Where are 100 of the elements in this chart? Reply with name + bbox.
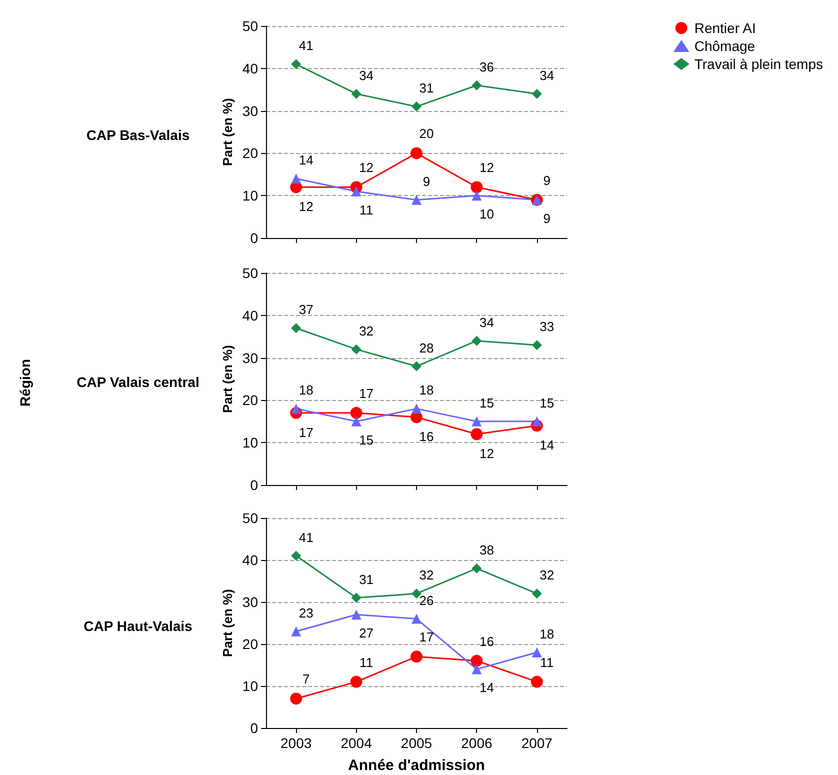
- y-axis-title: Part (en %): [220, 98, 235, 166]
- data-label: 11: [360, 654, 374, 670]
- point: [472, 80, 482, 90]
- point: [291, 404, 302, 414]
- point: [472, 563, 482, 574]
- point: [412, 194, 422, 205]
- data-label: 36: [479, 59, 494, 74]
- point: [291, 59, 302, 70]
- x-tick-label: 2005: [400, 735, 432, 751]
- data-label: 16: [419, 429, 434, 444]
- y-tick-label: 20: [242, 636, 258, 652]
- point: [351, 88, 362, 99]
- point: [412, 614, 422, 624]
- y-tick-label: 40: [242, 552, 258, 568]
- point: [410, 147, 422, 160]
- point: [350, 406, 362, 419]
- point: [472, 664, 482, 674]
- y-tick-label: 10: [242, 434, 258, 451]
- point: [350, 676, 362, 688]
- y-tick-label: 20: [242, 145, 258, 162]
- data-label: 10: [479, 206, 494, 222]
- y-tick-label: 0: [250, 720, 258, 736]
- data-label: 9: [543, 210, 551, 226]
- data-label: 34: [359, 68, 374, 83]
- legend-label: Rentier AI: [694, 20, 756, 36]
- y-tick-label: 40: [242, 60, 258, 76]
- point: [530, 676, 543, 688]
- x-tick-label: 2006: [461, 735, 492, 751]
- text: Région: [17, 358, 33, 406]
- data-label: 11: [360, 202, 374, 218]
- point: [532, 647, 542, 658]
- point: [532, 88, 542, 99]
- text: CAP Haut-Valais: [84, 618, 193, 634]
- data-label: 41: [298, 530, 314, 545]
- point: [351, 610, 362, 620]
- data-label: 17: [359, 386, 374, 401]
- data-label: 32: [419, 568, 434, 583]
- x-axis-title: Année d'admission: [348, 757, 485, 774]
- point: [291, 550, 302, 561]
- data-label: 15: [359, 432, 374, 448]
- data-label: 32: [359, 323, 374, 338]
- x-tick-label: 2004: [340, 735, 372, 751]
- point: [412, 102, 422, 112]
- legend-label: Chômage: [694, 38, 756, 54]
- point: [472, 336, 482, 346]
- y-tick-label: 10: [242, 678, 258, 694]
- x-tick-label: 2003: [280, 735, 312, 751]
- y-tick-label: 40: [242, 307, 258, 324]
- data-label: 27: [359, 626, 374, 641]
- data-label: 33: [540, 319, 554, 334]
- y-tick-label: 30: [242, 594, 258, 610]
- data-label: 11: [540, 654, 554, 670]
- point: [412, 361, 422, 372]
- y-tick-label: 0: [250, 477, 258, 493]
- data-label: 12: [298, 199, 314, 214]
- data-label: 31: [419, 80, 434, 96]
- y-tick-label: 50: [242, 265, 258, 281]
- data-label: 23: [298, 605, 314, 620]
- point: [412, 588, 422, 599]
- data-label: 41: [298, 38, 314, 54]
- point: [351, 344, 362, 354]
- point: [470, 428, 483, 440]
- point: [291, 174, 302, 184]
- point: [291, 626, 302, 636]
- point: [351, 416, 362, 426]
- data-label: 26: [419, 592, 434, 608]
- data-label: 9: [422, 174, 430, 189]
- data-label: 34: [540, 68, 554, 83]
- point: [291, 323, 302, 334]
- data-label: 38: [479, 542, 494, 558]
- data-label: 37: [298, 302, 314, 318]
- data-label: 15: [479, 395, 494, 410]
- data-label: 14: [479, 680, 494, 696]
- data-label: 17: [298, 424, 314, 440]
- point: [290, 692, 302, 705]
- point: [351, 186, 362, 196]
- data-label: 7: [302, 672, 310, 687]
- y-axis-title: Part (en %): [220, 345, 235, 413]
- data-label: 28: [419, 340, 434, 356]
- point: [470, 181, 483, 194]
- point: [470, 654, 483, 667]
- data-label: 9: [543, 172, 551, 188]
- x-tick-label: 2007: [521, 735, 553, 751]
- data-label: 16: [479, 634, 494, 649]
- data-label: 20: [419, 126, 434, 142]
- data-label: 31: [359, 572, 374, 587]
- text: CAP Bas-Valais: [86, 127, 190, 143]
- point: [472, 416, 482, 426]
- y-tick-label: 20: [242, 392, 258, 408]
- point: [532, 340, 542, 350]
- y-tick-label: 10: [242, 188, 258, 204]
- data-label: 18: [540, 626, 554, 642]
- point: [351, 592, 362, 603]
- data-label: 18: [298, 382, 314, 398]
- y-tick-label: 30: [242, 350, 258, 366]
- point: [412, 404, 422, 414]
- data-label: 34: [479, 314, 494, 330]
- data-label: 17: [419, 630, 434, 645]
- point: [532, 588, 542, 599]
- data-label: 14: [298, 152, 314, 168]
